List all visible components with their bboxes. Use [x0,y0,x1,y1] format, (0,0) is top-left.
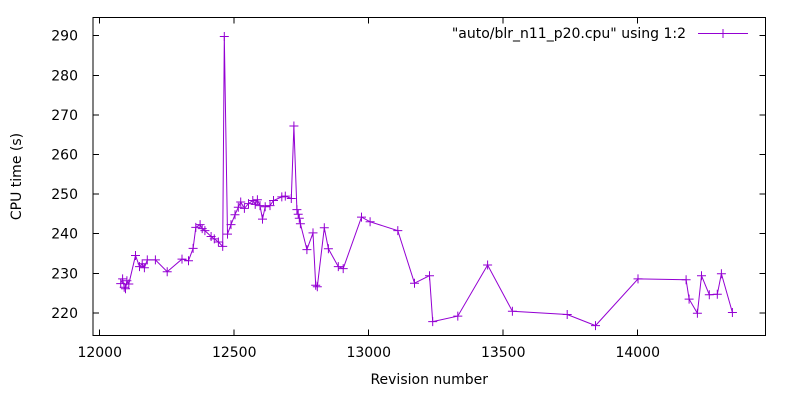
y-tick-label: 250 [51,187,78,203]
data-point-markers [116,32,737,331]
y-tick-label: 240 [51,227,78,243]
x-tick-label: 12500 [212,345,257,361]
x-tick-label: 12000 [77,345,122,361]
y-tick-label: 220 [51,306,78,322]
legend-label: "auto/blr_n11_p20.cpu" using 1:2 [452,26,686,42]
plot-border [92,17,766,336]
data-series-line [120,36,733,327]
x-tick-label: 13500 [481,345,526,361]
legend-sample-marker [718,29,728,38]
x-tick-label: 14000 [615,345,660,361]
y-tick-label: 270 [51,108,78,124]
x-axis-label: Revision number [370,372,488,388]
y-tick-label: 290 [51,29,78,45]
y-axis-label: CPU time (s) [9,133,25,220]
y-tick-label: 230 [51,266,78,282]
x-tick-label: 13000 [346,345,391,361]
y-tick-label: 280 [51,68,78,84]
y-tick-label: 260 [51,148,78,164]
